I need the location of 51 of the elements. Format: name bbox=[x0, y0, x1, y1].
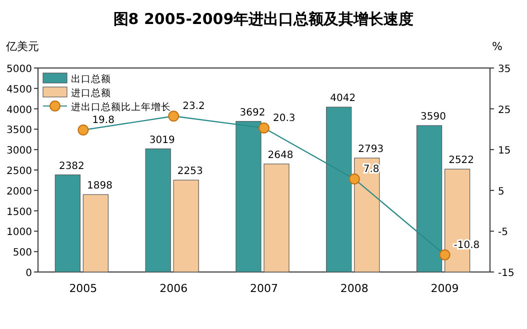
y2-tick-label: 5 bbox=[498, 186, 504, 198]
bar bbox=[264, 164, 290, 272]
x-tick-label: 2008 bbox=[340, 282, 368, 295]
y-tick-label: 3000 bbox=[6, 146, 32, 157]
data-label: 7.8 bbox=[363, 164, 380, 175]
bar bbox=[416, 125, 442, 272]
data-label: 20.3 bbox=[273, 112, 296, 124]
bar bbox=[326, 106, 352, 272]
y-tick-label: 2500 bbox=[6, 166, 32, 177]
y-tick-label: 2000 bbox=[6, 186, 32, 198]
data-label: 2793 bbox=[358, 144, 384, 156]
bar bbox=[54, 174, 80, 272]
data-label: 2648 bbox=[268, 150, 294, 161]
legend-label: 进出口总额比上年增长 bbox=[71, 101, 171, 113]
y2-axis-title: % bbox=[492, 40, 502, 53]
y2-tick-label: 15 bbox=[498, 146, 511, 157]
y-tick-label: 5000 bbox=[6, 64, 32, 75]
y2-tick-label: -15 bbox=[498, 268, 514, 279]
bar bbox=[173, 180, 199, 272]
bar bbox=[236, 121, 262, 272]
y-axis-title: 亿美元 bbox=[5, 40, 39, 53]
bar bbox=[82, 194, 109, 272]
data-label: 4042 bbox=[330, 93, 356, 104]
data-label: 23.2 bbox=[182, 101, 205, 112]
y2-tick-label: 35 bbox=[498, 64, 511, 75]
y-tick-label: 500 bbox=[12, 248, 32, 259]
y-tick-label: 4000 bbox=[6, 104, 32, 116]
data-label: 3692 bbox=[240, 107, 266, 118]
y2-tick-label: -5 bbox=[498, 227, 508, 238]
data-label: 2382 bbox=[58, 160, 84, 172]
bar bbox=[354, 158, 380, 272]
y-tick-label: 1500 bbox=[6, 206, 32, 218]
x-tick-label: 2009 bbox=[430, 282, 459, 295]
data-label: 2522 bbox=[448, 155, 474, 166]
legend-label: 进口总额 bbox=[71, 87, 111, 99]
y-tick-label: 1000 bbox=[6, 227, 32, 238]
x-tick-label: 2005 bbox=[69, 282, 98, 295]
legend-label: 出口总额 bbox=[71, 73, 111, 85]
x-tick-label: 2006 bbox=[160, 282, 188, 295]
x-tick-label: 2007 bbox=[250, 282, 278, 295]
bar bbox=[145, 148, 171, 272]
data-label: 3019 bbox=[149, 134, 175, 146]
y-tick-label: 4500 bbox=[6, 84, 32, 96]
data-label: 1898 bbox=[86, 180, 112, 192]
chart-title: 图8 2005-2009年进出口总额及其增长速度 bbox=[113, 10, 414, 28]
y2-tick-label: 25 bbox=[498, 104, 511, 116]
data-label: 3590 bbox=[420, 112, 446, 123]
y-tick-label: 0 bbox=[26, 268, 32, 279]
data-label: 2253 bbox=[177, 166, 203, 178]
data-label: 19.8 bbox=[92, 115, 114, 126]
y-tick-label: 3500 bbox=[6, 125, 32, 136]
